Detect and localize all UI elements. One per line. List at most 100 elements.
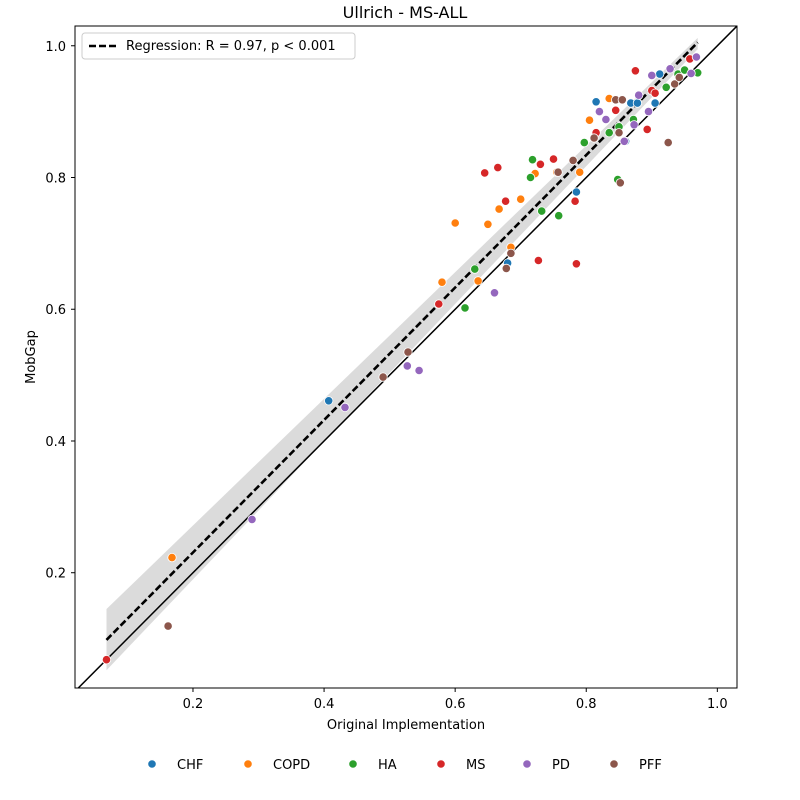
data-point bbox=[674, 72, 684, 83]
data-point bbox=[414, 365, 424, 376]
series-ha bbox=[460, 65, 703, 313]
data-point bbox=[483, 219, 493, 229]
data-point bbox=[324, 396, 334, 406]
data-point bbox=[643, 107, 654, 117]
y-axis-label: MobGap bbox=[24, 330, 39, 384]
data-point bbox=[525, 172, 536, 183]
regression-legend-box bbox=[81, 32, 356, 60]
chart-title: Ullrich - MS-ALL bbox=[343, 3, 468, 22]
data-point bbox=[506, 248, 516, 258]
legend-label: HA bbox=[378, 758, 397, 773]
legend-marker bbox=[609, 759, 619, 769]
data-point bbox=[614, 128, 624, 138]
data-point bbox=[617, 95, 627, 105]
data-point bbox=[591, 97, 601, 107]
legend-label: PD bbox=[552, 758, 570, 773]
data-point bbox=[473, 276, 483, 286]
data-point bbox=[579, 138, 589, 148]
x-tick-label: 0.6 bbox=[445, 697, 466, 712]
data-point bbox=[665, 64, 675, 74]
y-tick-label: 0.4 bbox=[45, 435, 66, 450]
data-point bbox=[163, 621, 173, 631]
data-point bbox=[340, 402, 350, 412]
data-point bbox=[571, 187, 582, 197]
data-point bbox=[535, 159, 546, 169]
legend-item-pff: PFF bbox=[609, 758, 662, 773]
x-tick-label: 0.8 bbox=[576, 697, 597, 712]
data-point bbox=[554, 211, 564, 221]
data-point bbox=[663, 138, 673, 148]
legend-label: PFF bbox=[639, 758, 662, 773]
data-point bbox=[434, 299, 444, 309]
x-tick-label: 0.4 bbox=[314, 697, 335, 712]
regression-line bbox=[105, 41, 699, 641]
data-point bbox=[686, 68, 696, 79]
series-legend: CHF COPD HA MS PD PFF bbox=[147, 758, 662, 773]
legend-label: CHF bbox=[177, 758, 203, 773]
data-point bbox=[537, 206, 547, 216]
data-point bbox=[571, 259, 582, 269]
data-point bbox=[403, 347, 413, 357]
data-point bbox=[167, 552, 177, 563]
x-tick-label: 0.2 bbox=[183, 697, 204, 712]
series-ms bbox=[101, 54, 695, 665]
data-point bbox=[437, 277, 447, 287]
legend-item-ha: HA bbox=[348, 758, 397, 773]
data-point bbox=[247, 514, 257, 525]
data-point bbox=[402, 361, 412, 371]
regression-legend: Regression: R = 0.97, p < 0.001 bbox=[81, 32, 356, 60]
data-point bbox=[615, 178, 625, 188]
y-tick-label: 0.8 bbox=[45, 172, 66, 187]
data-point bbox=[494, 204, 504, 214]
data-point bbox=[670, 79, 680, 89]
data-point bbox=[568, 155, 578, 165]
data-point bbox=[527, 155, 538, 165]
legend-item-pd: PD bbox=[522, 758, 570, 773]
data-point bbox=[450, 218, 460, 228]
legend-marker bbox=[243, 759, 253, 769]
data-point bbox=[630, 66, 641, 76]
data-point bbox=[647, 70, 657, 81]
data-point bbox=[650, 88, 660, 98]
legend-item-chf: CHF bbox=[147, 758, 203, 773]
legend-item-copd: COPD bbox=[243, 758, 310, 773]
data-point bbox=[655, 69, 665, 79]
data-point bbox=[470, 264, 480, 274]
data-point bbox=[500, 196, 511, 206]
data-point bbox=[629, 120, 639, 130]
data-point bbox=[460, 303, 470, 313]
data-point bbox=[501, 263, 511, 273]
data-point bbox=[570, 196, 580, 206]
legend-marker bbox=[522, 759, 532, 769]
data-point bbox=[589, 133, 599, 143]
data-point bbox=[619, 136, 629, 146]
x-axis: 0.2 0.4 0.6 0.8 1.0 bbox=[183, 688, 728, 712]
legend-marker bbox=[436, 759, 446, 769]
x-tick-label: 1.0 bbox=[707, 697, 728, 712]
data-point bbox=[553, 167, 563, 177]
data-point bbox=[594, 107, 605, 117]
data-point bbox=[642, 124, 652, 134]
y-tick-label: 1.0 bbox=[45, 40, 66, 55]
data-point bbox=[604, 128, 614, 138]
data-point bbox=[533, 255, 544, 266]
plot-area bbox=[77, 26, 737, 688]
data-point bbox=[632, 98, 643, 108]
series-chf bbox=[324, 69, 665, 406]
series-copd bbox=[167, 93, 614, 563]
series-pff bbox=[163, 72, 684, 631]
legend-marker bbox=[147, 759, 157, 769]
data-point bbox=[650, 98, 660, 108]
data-point bbox=[548, 154, 559, 164]
data-point bbox=[575, 167, 585, 177]
x-axis-label: Original Implementation bbox=[327, 718, 485, 733]
data-point bbox=[601, 114, 611, 125]
plot-frame bbox=[74, 25, 738, 689]
data-point bbox=[634, 90, 644, 100]
data-point bbox=[516, 194, 526, 204]
regression-legend-label: Regression: R = 0.97, p < 0.001 bbox=[126, 39, 336, 54]
data-point bbox=[611, 105, 621, 115]
data-point bbox=[493, 163, 503, 173]
legend-label: COPD bbox=[273, 758, 310, 773]
